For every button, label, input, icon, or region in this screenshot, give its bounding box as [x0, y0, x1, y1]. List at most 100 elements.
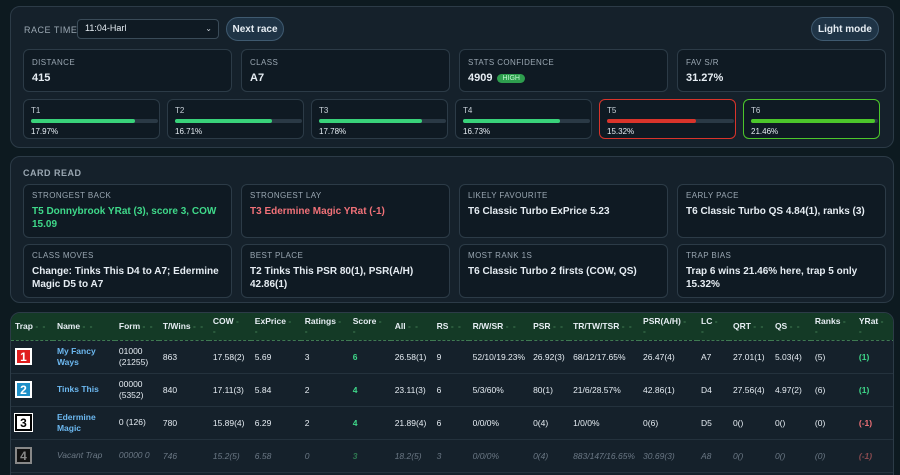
cell-exprice: 5.84: [254, 384, 272, 395]
card-read-value: T6 Classic Turbo ExPrice 5.23: [468, 206, 610, 217]
race-time-label: RACE TIME: [24, 25, 78, 35]
cell-form: 00000 0: [118, 450, 150, 460]
cell-trtwtsr: 68/12/17.65%: [573, 351, 626, 362]
column-header[interactable]: YRat - -: [854, 313, 893, 341]
cell-rwsr: 0/0/0%: [472, 450, 500, 461]
sort-indicator-icon: - -: [82, 321, 94, 332]
runners-table: Trap - - Name - - Form - - T/Wins - - COW - …: [11, 313, 893, 473]
cell-twins: 840: [162, 384, 178, 395]
column-header[interactable]: Form - -: [114, 313, 159, 341]
cell-yrat: (1): [858, 384, 870, 395]
column-header[interactable]: R/W/SR - -: [468, 313, 530, 341]
column-header[interactable]: QRT - -: [728, 313, 771, 341]
runner-name[interactable]: Edermine Magic: [56, 411, 96, 433]
cell-twins: 863: [162, 351, 178, 362]
column-header[interactable]: TR/TW/TSR - -: [569, 313, 640, 341]
trap-bar-track: [31, 119, 158, 123]
sort-indicator-icon: - -: [753, 321, 765, 332]
column-header[interactable]: All - -: [390, 313, 433, 341]
cell-cow: 17.11(3): [212, 384, 244, 395]
table-body: 1 My Fancy Ways 01000 (21255) 863 17.58(2) 5.…: [11, 340, 893, 472]
cell-yrat: (-1): [858, 450, 873, 461]
cell-psrah: 42.86(1): [643, 384, 675, 395]
cell-qs: 0(): [774, 417, 786, 428]
card-read-item: STRONGEST LAY T3 Edermine Magic YRat (-1): [241, 184, 450, 238]
cell-score: 4: [352, 384, 358, 395]
cell-ratings: 3: [304, 351, 310, 362]
cell-ratings: 2: [304, 384, 310, 395]
race-time-select[interactable]: 11:04-Harl ⌄: [77, 19, 219, 39]
sort-indicator-icon: - -: [701, 316, 719, 337]
card-read-label: LIKELY FAVOURITE: [468, 191, 548, 200]
cell-all: 18.2(5): [394, 450, 422, 461]
cell-all: 26.58(1): [394, 351, 427, 362]
sort-indicator-icon: - -: [450, 321, 462, 332]
card-read-item: BEST PLACE T2 Tinks This PSR 80(1), PSR(A…: [241, 244, 450, 298]
column-header[interactable]: COW - -: [208, 313, 251, 341]
table-row[interactable]: 2 Tinks This 00000 (5352) 840 17.11(3) 5.84 2 4…: [11, 373, 893, 406]
column-header[interactable]: Ratings - -: [300, 313, 349, 341]
column-header[interactable]: RS - -: [432, 313, 469, 341]
trap-cell: 4: [11, 439, 53, 472]
column-header-label: TR/TW/TSR: [573, 321, 620, 332]
card-read-value: T6 Classic Turbo 2 firsts (COW, QS): [468, 266, 637, 277]
stat-label: CLASS: [250, 58, 279, 67]
sort-indicator-icon: - -: [407, 321, 419, 332]
cell-ratings: 2: [304, 417, 310, 428]
card-read-item: STRONGEST BACK T5 Donnybrook YRat (3), sc…: [23, 184, 232, 238]
column-header-label: Ranks: [814, 316, 841, 327]
sort-indicator-icon: - -: [858, 316, 885, 337]
column-header[interactable]: Ranks - -: [810, 313, 855, 341]
stat-value: 415: [32, 72, 51, 84]
cell-rwsr: 0/0/0%: [472, 417, 500, 428]
trap-bar-track: [607, 119, 734, 123]
cell-cow: 15.2(5): [212, 450, 240, 461]
trap-label: T4: [463, 106, 473, 115]
runner-name[interactable]: Vacant Trap: [56, 450, 103, 460]
runner-name[interactable]: My Fancy Ways: [56, 345, 96, 367]
next-race-button[interactable]: Next race: [226, 17, 284, 41]
cell-score: 3: [352, 450, 358, 461]
card-read-value: T2 Tinks This PSR 80(1), PSR(A/H) 42.86(…: [250, 266, 414, 290]
column-header-label: QRT: [732, 321, 751, 332]
column-header-label: R/W/SR: [472, 321, 504, 332]
trap-bar-track: [319, 119, 446, 123]
table-row[interactable]: 1 My Fancy Ways 01000 (21255) 863 17.58(2) 5.…: [11, 340, 893, 373]
column-header[interactable]: ExPrice - -: [250, 313, 301, 341]
column-header[interactable]: PSR(A/H) - -: [639, 313, 697, 341]
column-header-label: Score: [352, 316, 377, 327]
trap-percent: 15.32%: [607, 127, 635, 136]
trap-bar-fill: [175, 119, 272, 123]
cell-yrat: (-1): [858, 417, 873, 428]
card-read-label: EARLY PACE: [686, 191, 739, 200]
sort-indicator-icon: - -: [212, 316, 240, 337]
sort-indicator-icon: - -: [552, 321, 564, 332]
trap-bar-track: [463, 119, 590, 123]
trap-cell: 1: [11, 340, 53, 373]
light-mode-button[interactable]: Light mode: [811, 17, 879, 41]
trap-label: T2: [175, 106, 185, 115]
cell-ranks: (5): [814, 351, 826, 362]
column-header[interactable]: LC - -: [697, 313, 729, 341]
column-header-label: COW: [212, 316, 234, 327]
runner-name[interactable]: Tinks This: [56, 384, 99, 394]
cell-form: 0 (126): [118, 417, 146, 427]
column-header[interactable]: Trap - -: [11, 313, 53, 341]
cell-twins: 780: [162, 417, 178, 428]
cell-exprice: 5.69: [254, 351, 272, 362]
column-header[interactable]: Score - -: [348, 313, 391, 341]
column-header[interactable]: Name - -: [52, 313, 115, 341]
column-header[interactable]: QS - -: [770, 313, 811, 341]
stat-confidence: STATS CONFIDENCE 4909 HIGH: [459, 49, 668, 92]
card-read-item: CLASS MOVES Change: Tinks This D4 to A7; …: [23, 244, 232, 298]
card-read-item: MOST RANK 1S T6 Classic Turbo 2 firsts (C…: [459, 244, 668, 298]
trap-percent: 17.97%: [31, 127, 59, 136]
column-header[interactable]: T/Wins - -: [158, 313, 209, 341]
cell-psrah: 0(6): [643, 417, 659, 428]
column-header[interactable]: PSR - -: [529, 313, 570, 341]
trap-number-badge: 1: [15, 348, 32, 365]
table-row[interactable]: 3 Edermine Magic 0 (126) 780 15.89(4) 6.29 2 4 2…: [11, 406, 893, 439]
table-row[interactable]: 4 Vacant Trap 00000 0 746 15.2(5) 6.58 0 3 18.2(…: [11, 439, 893, 472]
trap-number-badge: 4: [15, 447, 32, 464]
stat-value: 4909 HIGH: [468, 72, 659, 84]
